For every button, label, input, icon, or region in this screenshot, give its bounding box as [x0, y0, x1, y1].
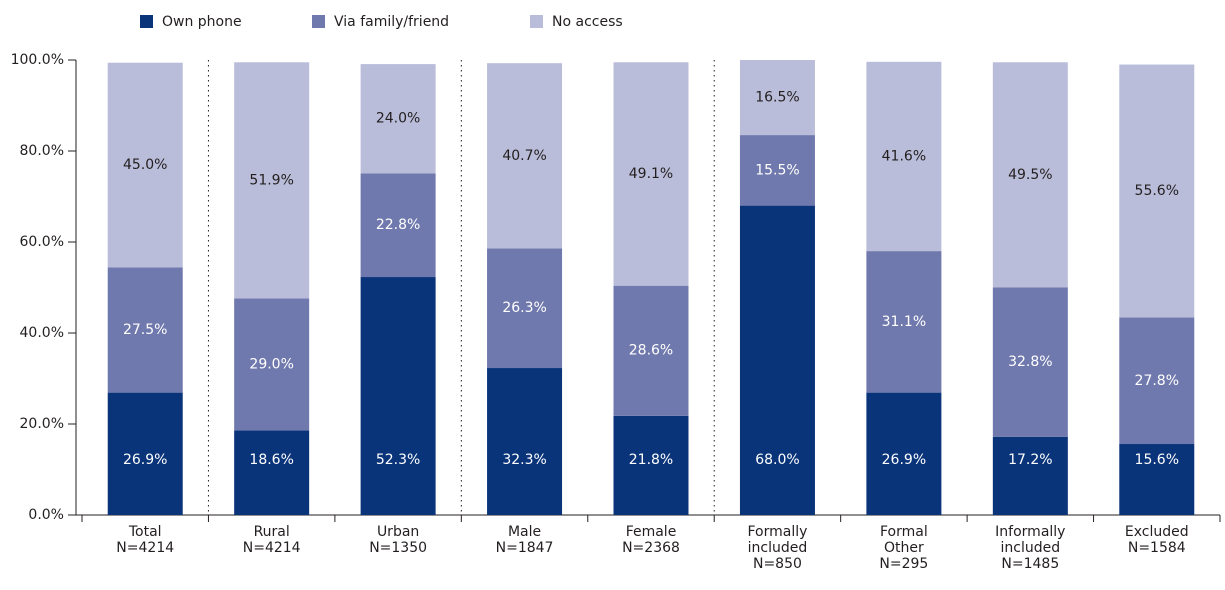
bar-segment — [234, 298, 310, 431]
x-tick-label-line: Total — [128, 524, 162, 540]
bar-segment — [739, 60, 815, 136]
bar-segment — [613, 62, 689, 286]
y-tick-label: 60.0% — [20, 234, 64, 250]
x-tick-label-line: N=4214 — [116, 540, 174, 556]
data-label: 28.6% — [629, 343, 673, 359]
data-label: 68.0% — [755, 452, 799, 468]
x-tick-label-line: N=1485 — [1001, 556, 1059, 572]
bar-segment — [866, 251, 942, 393]
data-label: 22.8% — [376, 217, 420, 233]
legend-swatch — [140, 15, 153, 28]
x-tick-label-line: Rural — [254, 524, 290, 540]
data-label: 21.8% — [629, 452, 673, 468]
bar-segment — [107, 62, 183, 268]
legend-label: Via family/friend — [334, 14, 449, 30]
data-label: 55.6% — [1135, 183, 1179, 199]
x-tick-label-line: included — [1001, 540, 1061, 556]
x-tick-label: Total N=4214 — [116, 524, 174, 556]
bar-segment — [739, 135, 815, 206]
y-tick-label: 80.0% — [20, 143, 64, 159]
x-tick-label-line: N=4214 — [243, 540, 301, 556]
x-tick-label: Urban N=1350 — [369, 524, 427, 556]
data-label: 45.0% — [123, 157, 167, 173]
x-tick-label-line: N=295 — [879, 556, 928, 572]
x-tick-label-line: N=1584 — [1128, 540, 1186, 556]
bar-segment — [107, 267, 183, 393]
y-tick-label: 20.0% — [20, 416, 64, 432]
data-label: 27.5% — [123, 322, 167, 338]
x-tick-label-line: Formally — [747, 524, 807, 540]
data-label: 27.8% — [1135, 373, 1179, 389]
data-label: 15.5% — [755, 162, 799, 178]
data-label: 26.9% — [882, 452, 926, 468]
legend-swatch — [312, 15, 325, 28]
bar-segment — [487, 368, 563, 515]
legend-label: No access — [552, 14, 623, 30]
data-label: 49.1% — [629, 166, 673, 182]
bar-segment — [613, 415, 689, 515]
legend-label: Own phone — [162, 14, 242, 30]
bar-segment — [234, 62, 310, 299]
bar-segment — [739, 205, 815, 515]
bar-segment — [107, 392, 183, 515]
bar-segment — [360, 173, 436, 278]
x-tick-label-line: Informally — [995, 524, 1065, 540]
x-tick-label-line: Excluded — [1125, 524, 1189, 540]
bar-segment — [992, 287, 1068, 437]
bar-segment — [992, 436, 1068, 515]
data-label: 24.0% — [376, 111, 420, 127]
bar-segment — [360, 64, 436, 174]
x-tick-label-line: N=1847 — [496, 540, 554, 556]
bar-segment — [1119, 444, 1195, 515]
x-tick-label: Formally included N=850 — [747, 524, 807, 572]
x-tick-label-line: Formal — [880, 524, 928, 540]
data-label: 31.1% — [882, 314, 926, 330]
x-tick-label-line: Other — [884, 540, 924, 556]
data-label: 32.3% — [502, 452, 546, 468]
bar-segment — [487, 63, 563, 249]
x-tick-label-line: Female — [626, 524, 677, 540]
data-label: 26.3% — [502, 300, 546, 316]
data-label: 16.5% — [755, 90, 799, 106]
bar-segment — [992, 62, 1068, 288]
data-label: 17.2% — [1008, 452, 1052, 468]
x-tick-label-line: Urban — [377, 524, 419, 540]
bar-segment — [866, 392, 942, 515]
data-label: 52.3% — [376, 452, 420, 468]
data-label: 32.8% — [1008, 354, 1052, 370]
x-tick-label: Female N=2368 — [622, 524, 680, 556]
legend-swatch — [530, 15, 543, 28]
data-label: 51.9% — [249, 172, 293, 188]
x-tick-label: Male N=1847 — [496, 524, 554, 556]
data-label: 26.9% — [123, 452, 167, 468]
data-label: 40.7% — [502, 148, 546, 164]
data-label: 49.5% — [1008, 167, 1052, 183]
bar-segment — [487, 248, 563, 369]
y-tick-label: 40.0% — [20, 325, 64, 341]
bar-segment — [360, 277, 436, 515]
x-tick-label-line: N=1350 — [369, 540, 427, 556]
data-label: 15.6% — [1135, 452, 1179, 468]
x-tick-label-line: N=850 — [753, 556, 802, 572]
bar-segment — [866, 61, 942, 252]
data-label: 29.0% — [249, 356, 293, 372]
y-tick-label: 0.0% — [28, 507, 64, 523]
x-tick-label-line: included — [748, 540, 808, 556]
x-tick-label: Excluded N=1584 — [1125, 524, 1189, 556]
bar-segment — [1119, 317, 1195, 445]
bar-segment — [234, 430, 310, 515]
x-tick-label: Rural N=4214 — [243, 524, 301, 556]
bar-segment — [613, 285, 689, 416]
x-tick-label: Formal Other N=295 — [879, 524, 928, 572]
y-tick-label: 100.0% — [11, 52, 64, 68]
x-tick-label: Informally included N=1485 — [995, 524, 1065, 572]
x-tick-label-line: N=2368 — [622, 540, 680, 556]
x-tick-label-line: Male — [508, 524, 541, 540]
data-label: 18.6% — [249, 452, 293, 468]
bar-segment — [1119, 64, 1195, 318]
data-label: 41.6% — [882, 148, 926, 164]
